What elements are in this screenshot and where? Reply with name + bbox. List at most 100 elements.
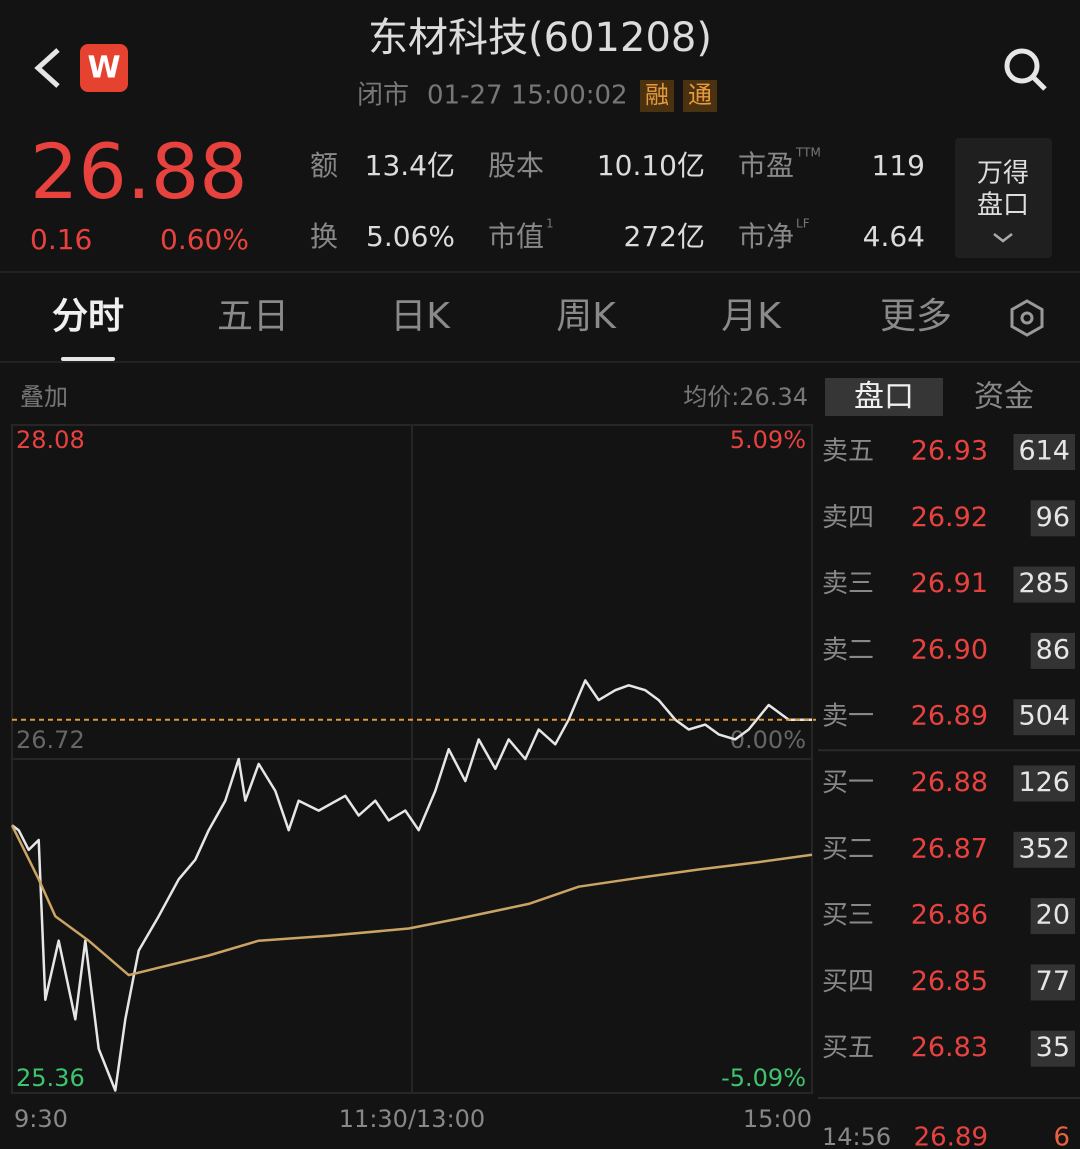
stat-label: 额 — [310, 149, 338, 182]
book-volume: 20 — [1036, 900, 1070, 931]
y-tick-label: 25.36 — [16, 1064, 85, 1092]
tab[interactable]: 分时 — [52, 296, 124, 337]
book-tab[interactable]: 盘口 — [854, 380, 914, 415]
stat-value: 119 — [872, 149, 925, 182]
stat-label-sup: 1 — [546, 217, 554, 231]
intraday-chart: 25.36 26.72 28.08 -5.09% 0.00% 5.09% 9:30 11:30… — [10, 424, 816, 1133]
book-volume: 77 — [1036, 966, 1070, 997]
stat-value: 13.4亿 — [365, 149, 455, 182]
x-tick-label: 11:30/13:00 — [339, 1105, 485, 1133]
book-price: 26.90 — [911, 634, 988, 665]
book-volume: 96 — [1036, 502, 1070, 533]
last-price: 26.88 — [30, 127, 248, 216]
quote-time: 01-27 15:00:02 — [427, 81, 628, 111]
price-line — [10, 824, 813, 977]
book-level: 卖一 — [822, 702, 874, 732]
depth-button-label: 万得 — [977, 159, 1029, 189]
book-volume-bg — [1030, 898, 1075, 935]
chevron-icon — [993, 233, 1013, 243]
market-status: 闭市 — [357, 81, 409, 111]
trade-time: 14:56 — [822, 1123, 891, 1149]
book-level: 买四 — [822, 967, 874, 997]
stat-value: 4.64 — [863, 220, 925, 253]
book-level: 买一 — [822, 768, 874, 798]
book-price: 26.85 — [911, 966, 988, 997]
settings-icon — [1020, 311, 1034, 325]
book-level: 买五 — [822, 1033, 874, 1063]
search-icon — [1031, 75, 1047, 91]
book-tab-active-bg — [825, 378, 943, 416]
search-button[interactable] — [1004, 48, 1047, 91]
book-volume: 35 — [1036, 1032, 1070, 1063]
book-volume-bg — [1013, 765, 1075, 802]
search-icon — [1004, 48, 1040, 84]
stat-label: 市盈 — [738, 149, 794, 182]
settings-icon — [1010, 299, 1044, 337]
tab[interactable]: 周K — [556, 296, 617, 337]
app-icon-label: W — [87, 51, 120, 86]
x-tick-label: 15:00 — [743, 1105, 812, 1133]
stat-label: 市净 — [738, 220, 794, 253]
book-volume: 614 — [1018, 436, 1070, 467]
badge-bg — [640, 80, 674, 112]
y2-tick-label: 0.00% — [730, 726, 806, 754]
app-icon[interactable] — [80, 44, 128, 92]
overlay-button[interactable]: 叠加 — [20, 383, 68, 411]
book-volume-bg — [1030, 500, 1075, 537]
book-volume: 504 — [1018, 701, 1070, 732]
y-tick-label: 28.08 — [16, 426, 85, 454]
book-price: 26.91 — [911, 568, 988, 599]
price-change-pct: 0.60% — [160, 223, 249, 256]
book-price: 26.93 — [911, 436, 988, 467]
stat-value: 272亿 — [624, 220, 705, 253]
book-tab[interactable]: 资金 — [974, 380, 1034, 415]
settings-button[interactable] — [1010, 299, 1044, 337]
book-volume: 126 — [1018, 767, 1070, 798]
stat-label-sup: TTM — [795, 146, 821, 160]
trade-volume: 6 — [1053, 1123, 1070, 1149]
book-volume-bg — [1013, 566, 1075, 603]
stat-label: 换 — [310, 220, 338, 253]
tab[interactable]: 日K — [390, 296, 451, 337]
book-volume-bg — [1030, 632, 1075, 669]
book-volume-bg — [1013, 434, 1075, 470]
book-price: 26.88 — [911, 767, 988, 798]
depth-button[interactable] — [955, 138, 1052, 258]
stat-value: 5.06% — [366, 220, 455, 253]
book-volume: 352 — [1018, 833, 1070, 864]
x-tick-label: 9:30 — [14, 1105, 68, 1133]
back-button[interactable] — [34, 48, 60, 88]
price-change: 0.16 — [30, 223, 92, 256]
book-price: 26.86 — [911, 900, 988, 931]
stat-label: 市值 — [488, 220, 544, 253]
badge: 通 — [688, 81, 712, 109]
tab[interactable]: 更多 — [880, 296, 952, 337]
book-level: 买二 — [822, 834, 874, 864]
price-line — [11, 679, 812, 1092]
stat-value: 10.10亿 — [597, 149, 705, 182]
y2-tick-label: -5.09% — [721, 1064, 806, 1092]
depth-button-label: 盘口 — [977, 191, 1029, 221]
tab[interactable]: 五日 — [217, 296, 289, 337]
book-price: 26.83 — [911, 1032, 988, 1063]
tab-bar: 分时 五日 日K 周K 月K 更多 — [52, 296, 952, 361]
trade-price: 26.89 — [914, 1123, 988, 1149]
book-price: 26.92 — [911, 502, 988, 533]
y-tick-label: 26.72 — [16, 726, 85, 754]
tab[interactable]: 月K — [721, 296, 782, 337]
book-volume: 285 — [1018, 568, 1070, 599]
stat-label-sup: LF — [796, 217, 810, 231]
book-volume-bg — [1030, 1030, 1075, 1067]
book-volume-bg — [1013, 831, 1075, 868]
stat-label: 股本 — [488, 149, 544, 182]
y2-tick-label: 5.09% — [730, 426, 806, 454]
book-price: 26.87 — [911, 833, 988, 864]
book-volume-bg — [1013, 699, 1075, 736]
book-level: 买三 — [822, 901, 874, 931]
book-level: 卖四 — [822, 503, 874, 533]
book-volume-bg — [1030, 964, 1075, 1001]
avg-price: 均价:26.34 — [683, 383, 808, 411]
